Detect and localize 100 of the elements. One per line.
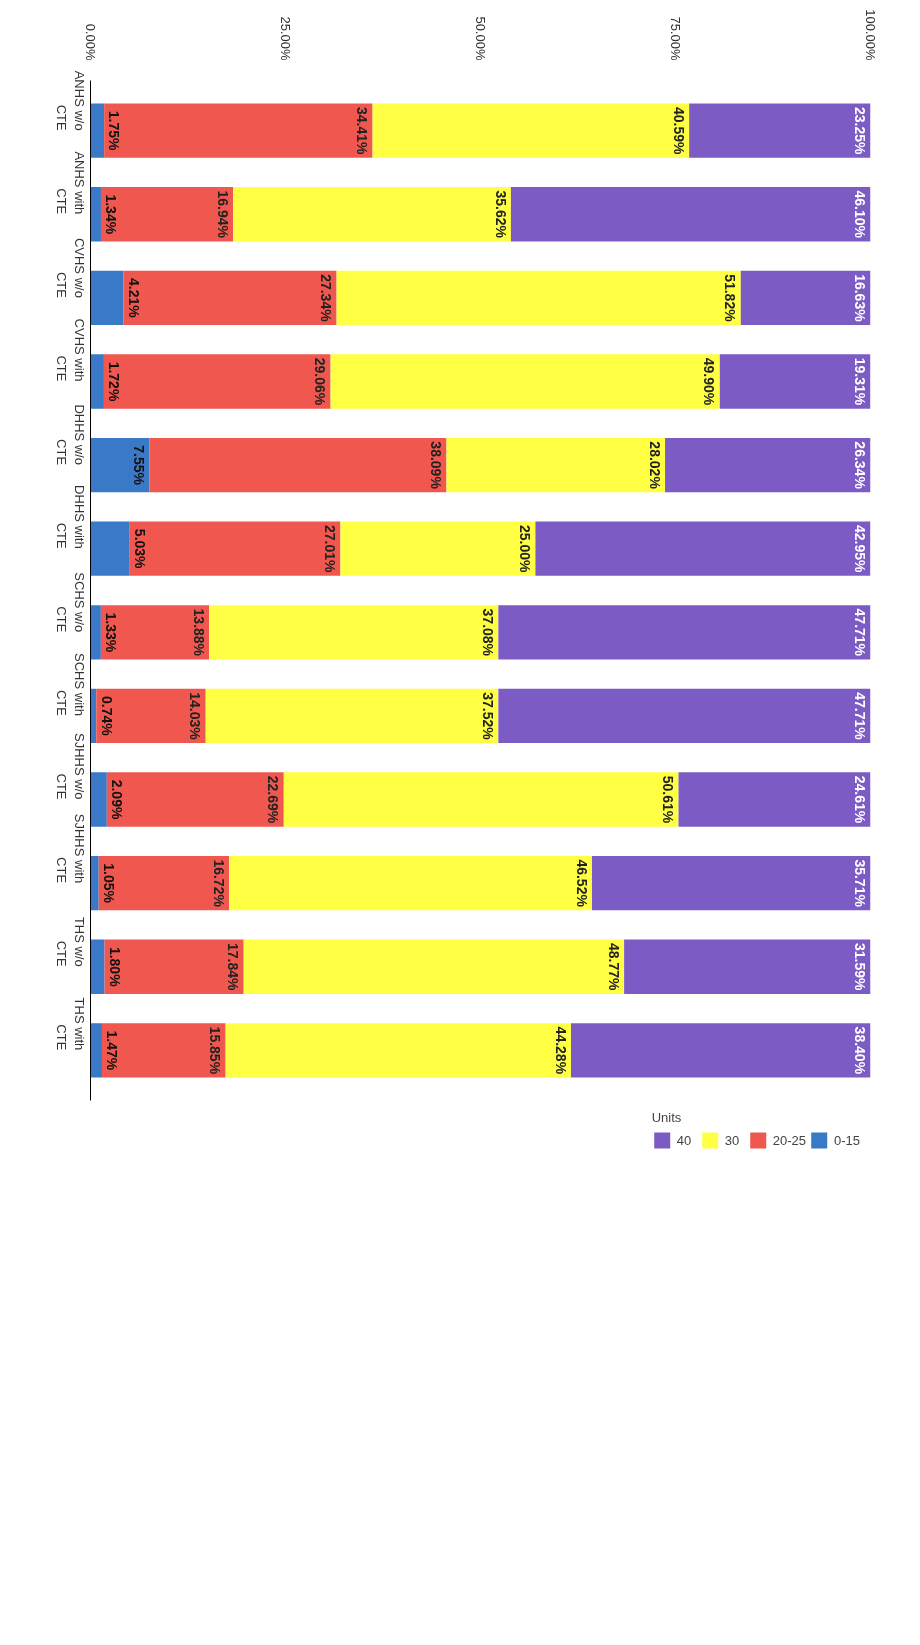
bar [570, 1023, 871, 1078]
legend-label: 0-15 [833, 1132, 860, 1148]
data-label: 24.61% [852, 775, 869, 824]
bar [96, 688, 206, 744]
data-label: 35.62% [492, 190, 509, 239]
data-label: 16.63% [852, 274, 869, 323]
data-label: 5.03% [132, 528, 149, 570]
bar [104, 103, 373, 158]
data-label: 44.28% [552, 1026, 569, 1075]
bar [129, 521, 341, 576]
data-label: 34.41% [354, 106, 371, 155]
bar [283, 772, 679, 827]
data-label: 26.34% [852, 441, 869, 490]
bar [90, 437, 150, 493]
y-tick-label: DHHS w/o CTE [54, 404, 87, 466]
data-label: 23.25% [852, 106, 869, 155]
bar [98, 855, 230, 911]
data-label: 37.52% [480, 692, 497, 741]
bar [740, 270, 871, 326]
bar [90, 521, 130, 576]
x-tick-label: 50.00% [473, 16, 488, 61]
data-label: 15.85% [207, 1026, 224, 1075]
bar [665, 437, 871, 493]
bar [719, 354, 871, 409]
data-label: 29.06% [312, 357, 329, 406]
data-label: 46.52% [573, 859, 590, 908]
bar [330, 354, 720, 409]
bar [90, 939, 105, 994]
bar [678, 772, 871, 827]
bar [149, 437, 447, 493]
y-tick-label: SJHHS w/o CTE [54, 733, 87, 800]
data-label: 47.71% [852, 692, 869, 741]
bar [498, 605, 871, 660]
bar [535, 521, 871, 576]
data-label: 50.61% [660, 775, 677, 824]
data-label: 1.05% [101, 863, 118, 904]
data-label: 16.72% [210, 859, 227, 908]
bar [446, 437, 666, 493]
bar [104, 939, 244, 994]
data-label: 19.31% [852, 357, 869, 406]
bar [90, 1023, 102, 1078]
bar [90, 103, 105, 158]
data-label: 0.74% [98, 696, 115, 737]
bar [90, 772, 107, 827]
bar [90, 855, 99, 911]
data-label: 28.02% [646, 441, 663, 490]
bar [624, 939, 871, 994]
bar [510, 187, 871, 242]
data-label: 2.09% [109, 779, 126, 820]
y-tick-label: SJHHS with CTE [54, 813, 87, 884]
bar [90, 605, 101, 660]
bar [498, 688, 871, 744]
data-label: 27.34% [318, 274, 335, 323]
data-label: 25.00% [517, 524, 534, 573]
data-label: 1.33% [103, 612, 120, 653]
y-tick-label: ANHS with CTE [54, 151, 87, 215]
data-label: 42.95% [852, 524, 869, 573]
bar [106, 772, 284, 827]
y-tick-label: SCHS w/o CTE [54, 572, 87, 633]
data-label: 1.80% [106, 946, 123, 988]
x-tick-label: 0.00% [83, 23, 98, 61]
data-label: 7.55% [131, 445, 148, 486]
data-label: 48.77% [605, 942, 622, 992]
bar [591, 855, 871, 911]
bar [90, 354, 104, 409]
x-tick-label: 25.00% [278, 16, 293, 61]
data-label: 1.47% [104, 1030, 121, 1071]
data-label: 27.01% [322, 524, 339, 573]
y-tick-label: DHHS with CTE [54, 485, 87, 550]
y-tick-label: THS w/o CTE [54, 916, 87, 968]
data-label: 14.03% [187, 692, 204, 741]
data-label: 47.71% [852, 608, 869, 657]
data-label: 35.71% [852, 859, 869, 908]
data-label: 31.59% [852, 942, 869, 992]
data-label: 1.34% [103, 194, 120, 235]
bar [101, 1023, 226, 1078]
data-label: 51.82% [722, 274, 739, 323]
bar [100, 187, 234, 242]
data-label: 13.88% [190, 608, 207, 657]
y-tick-label: CVHS with CTE [54, 318, 87, 382]
data-label: 16.94% [214, 190, 231, 239]
bar [209, 605, 499, 660]
bar [225, 1023, 571, 1078]
legend-label: 20-25 [772, 1132, 806, 1148]
data-label: 49.90% [701, 357, 718, 406]
bar [205, 688, 499, 744]
bar [336, 270, 741, 326]
y-tick-label: THS with CTE [54, 997, 87, 1051]
bar [340, 521, 536, 576]
bar [123, 270, 337, 326]
bar [229, 855, 592, 911]
legend-label: 40 [676, 1132, 693, 1148]
legend-label: 30 [724, 1132, 741, 1148]
bar [90, 187, 101, 242]
y-tick-label: ANHS w/o CTE [54, 70, 87, 131]
x-tick-label: 100.00% [863, 9, 878, 61]
bar [90, 270, 124, 326]
y-tick-label: SCHS with CTE [54, 653, 87, 717]
bar [689, 103, 871, 158]
bar [243, 939, 625, 994]
